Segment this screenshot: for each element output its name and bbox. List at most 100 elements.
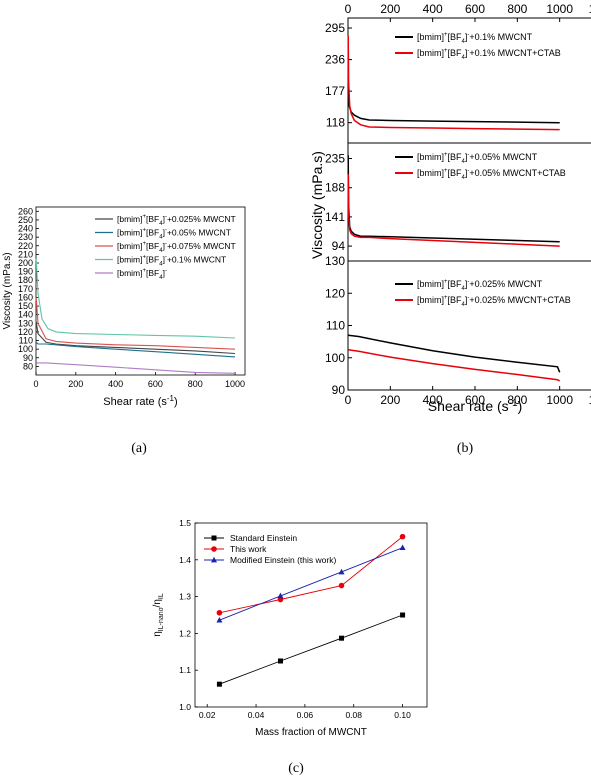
legend-sup: +: [143, 228, 147, 234]
y-tick-label: 100: [325, 351, 345, 365]
legend-sub: 4: [462, 286, 466, 292]
y-tick-label: 1.0: [179, 702, 191, 712]
caption-b: (b): [457, 441, 474, 456]
y-axis-label-mid: /η: [152, 599, 163, 607]
legend-entry: [bmim]+[BF4]-+0.05% MWCNT: [117, 228, 231, 241]
legend-mid: [BF: [146, 228, 159, 238]
series-line: [347, 174, 560, 247]
legend-entry: [bmim]+[BF4]-: [117, 268, 167, 281]
legend-entry: Standard Einstein: [230, 533, 297, 543]
x-tick-label: 1000: [546, 393, 573, 407]
series-line: [219, 614, 403, 685]
y-tick-label: 141: [325, 210, 345, 224]
legend-sub: 4: [159, 235, 163, 241]
legend-sub: 4: [462, 175, 466, 181]
legend-base: [bmim]: [117, 268, 143, 278]
x-tick-label-top: 1200: [589, 2, 591, 16]
y-tick-label: 80: [23, 361, 33, 371]
legend-close: ]: [465, 279, 468, 289]
x-axis-label: Mass fraction of MWCNT: [255, 727, 367, 738]
y-tick-label: 1.5: [179, 518, 191, 528]
x-tick-label: 0.02: [199, 710, 216, 720]
legend-sup: -: [467, 168, 469, 174]
x-tick-label-top: 0: [345, 2, 352, 16]
x-axis-label-end: ): [174, 396, 178, 408]
x-tick-label-top: 800: [507, 2, 527, 16]
x-tick-label: 0.06: [297, 710, 314, 720]
y-tick-label: 150: [18, 301, 33, 311]
y-tick-label: 188: [325, 181, 345, 195]
legend-sub: 4: [159, 248, 163, 254]
legend-close: ]: [465, 152, 468, 162]
legend-sub: 4: [159, 221, 163, 227]
legend-mid: [BF: [146, 214, 159, 224]
legend-sub: 4: [462, 302, 466, 308]
caption-c: (c): [288, 761, 304, 776]
legend-entry: [bmim]+[BF4]-+0.025% MWCNT: [117, 214, 236, 227]
chart-a: 0 200 400 600 800 100080901001101201301401501…: [2, 206, 246, 456]
legend-sub: 4: [159, 262, 163, 268]
legend-close: ]: [163, 228, 165, 238]
y-tick-label: 240: [18, 224, 33, 234]
y-tick-label: 236: [325, 53, 345, 67]
legend-base: [bmim]: [417, 295, 444, 305]
x-axis-label-sup: -1: [509, 398, 518, 409]
legend-sup: +: [444, 48, 448, 54]
x-tick-label: 1200: [589, 393, 591, 407]
series-line: [348, 348, 561, 382]
legend-mid: [BF: [448, 295, 463, 305]
legend-mid: [BF: [448, 152, 463, 162]
x-tick-label: 400: [423, 393, 443, 407]
chart-b: 0 0 200 200 400 400 600 600 800 800 1000 1000 1200 12…: [309, 2, 591, 456]
y-tick-label: 100: [18, 344, 33, 354]
legend-base: [bmim]: [117, 241, 143, 251]
legend-sup: +: [143, 214, 147, 220]
marker-triangle: [277, 592, 284, 599]
legend-entry: [bmim]+[BF4]-+0.025% MWCNT+CTAB: [417, 295, 571, 308]
marker-square: [216, 681, 222, 687]
legend-tail: +0.05% MWCNT: [167, 228, 231, 238]
legend-close: ]: [465, 168, 468, 178]
legend-tail: +0.05% MWCNT+CTAB: [469, 168, 565, 178]
y-tick-label: 118: [326, 116, 345, 130]
marker-square: [211, 535, 217, 541]
legend-base: [bmim]: [417, 32, 444, 42]
legend-sup: -: [467, 32, 469, 38]
legend-close: ]: [163, 241, 165, 251]
legend-base: [bmim]: [117, 255, 143, 265]
legend-sup: -: [467, 295, 469, 301]
legend-entry: This work: [230, 544, 267, 554]
legend-entry: [bmim]+[BF4]-+0.1% MWCNT: [117, 255, 226, 268]
legend-tail: +0.1% MWCNT+CTAB: [469, 48, 560, 58]
legend-mid: [BF: [448, 32, 463, 42]
legend-mid: [BF: [448, 48, 463, 58]
y-tick-label: 180: [18, 275, 33, 285]
legend-tail: +0.1% MWCNT: [469, 32, 532, 42]
y-tick-label: 110: [326, 319, 345, 333]
legend-sup: -: [165, 228, 167, 234]
y-tick-label: 120: [18, 327, 33, 337]
series-line: [36, 362, 236, 374]
legend-sub: 4: [462, 159, 466, 165]
legend-base: [bmim]: [417, 48, 444, 58]
y-tick-label: 1.1: [179, 665, 191, 675]
plot-frame: [35, 206, 246, 376]
legend-tail: +0.05% MWCNT: [469, 152, 537, 162]
marker-triangle: [338, 568, 345, 575]
marker-triangle: [399, 544, 406, 551]
legend-entry: [bmim]+[BF4]-+0.1% MWCNT: [417, 32, 533, 45]
y-tick-label: 190: [18, 267, 33, 277]
chart-c: 0.02 0.04 0.06 0.08 0.10 1.0 1.1 1.2 1.3 1.4 1.5 Ma…: [152, 518, 428, 776]
legend-close: ]: [465, 48, 468, 58]
marker-circle: [338, 582, 345, 589]
y-tick-label: 220: [18, 241, 33, 251]
x-tick-label: 0: [33, 379, 38, 389]
legend-tail: +0.075% MWCNT: [167, 241, 236, 251]
legend-base: [bmim]: [117, 228, 143, 238]
legend-sub: 4: [462, 39, 466, 45]
legend-entry: [bmim]+[BF4]-+0.025% MWCNT: [417, 279, 543, 292]
legend-sup: +: [444, 152, 448, 158]
legend-sup: +: [143, 268, 147, 274]
y-tick-label: 250: [18, 215, 33, 225]
x-tick-label: 600: [465, 393, 485, 407]
